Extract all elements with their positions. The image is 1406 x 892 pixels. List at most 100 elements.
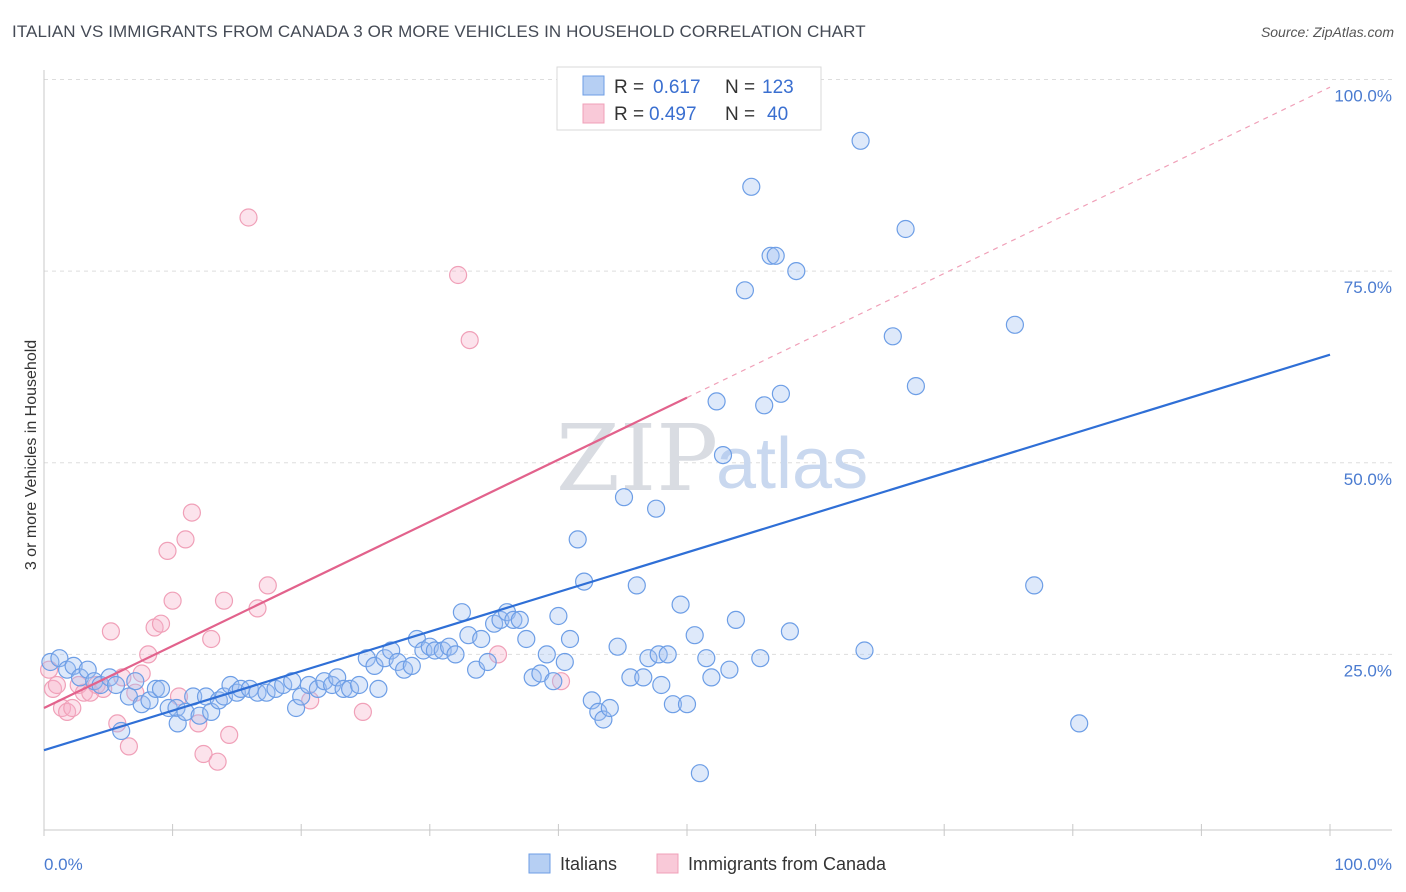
canada-point-2	[47, 675, 67, 695]
italians-point-76	[549, 606, 568, 626]
axes	[43, 70, 1392, 831]
italians-point-38	[299, 675, 318, 695]
legend-r-label-italians: R =	[614, 77, 644, 98]
canada-point-28	[208, 752, 227, 771]
x-ticks	[43, 824, 1331, 836]
canada-point-25	[189, 714, 208, 733]
italians-point-86	[614, 488, 634, 507]
italians-point-53	[402, 656, 421, 676]
chart-source: Source: ZipAtlas.com	[1260, 24, 1394, 40]
legend-n-value-italians: 123	[762, 77, 794, 98]
y-tick-labels: 25.0% 50.0% 75.0% 100.0%	[1334, 87, 1392, 681]
canada-point-36	[449, 265, 468, 285]
italians-point-110	[761, 246, 780, 265]
italians-point-104	[720, 660, 739, 679]
italians-point-3	[64, 656, 83, 676]
italians-point-4	[70, 668, 90, 687]
italians-point-108	[751, 649, 770, 668]
italians-point-120	[1005, 315, 1025, 334]
italians-point-114	[787, 262, 806, 281]
italians-point-118	[896, 219, 915, 239]
italians-point-84	[600, 698, 619, 718]
italians-point-9	[106, 675, 126, 695]
italians-point-42	[328, 668, 347, 687]
italians-point-60	[446, 645, 465, 664]
series-immigrants-from-canada	[39, 208, 571, 771]
x-tick-label-min: 0.0%	[44, 855, 83, 874]
italians-point-18	[167, 698, 186, 718]
italians-point-109	[755, 396, 774, 415]
italians-point-101	[702, 668, 721, 687]
italians-point-70	[510, 610, 529, 630]
italians-point-96	[671, 595, 690, 614]
italians-point-88	[627, 576, 646, 595]
canada-point-31	[239, 208, 258, 227]
bottom-legend-swatch-canada	[656, 853, 679, 874]
x-tick-label-max: 100.0%	[1334, 855, 1392, 874]
canada-point-33	[258, 576, 277, 595]
canada-trend-line	[43, 396, 688, 710]
italians-point-81	[582, 691, 601, 710]
italians-point-57	[425, 641, 444, 660]
italians-point-91	[646, 499, 666, 518]
chart-title: ITALIAN VS IMMIGRANTS FROM CANADA 3 OR M…	[12, 22, 866, 41]
y-tick-label-100: 100.0%	[1334, 87, 1392, 106]
italians-point-94	[658, 645, 677, 664]
grid-lines	[44, 79, 1392, 655]
italians-trend-line	[43, 353, 1331, 752]
italians-point-93	[652, 675, 671, 695]
italians-point-61	[452, 603, 471, 622]
canada-point-21	[163, 591, 182, 610]
canada-point-39	[551, 672, 571, 691]
canada-point-20	[158, 541, 177, 561]
canada-point-30	[220, 725, 239, 745]
canada-point-38	[488, 645, 508, 664]
italians-point-32	[257, 683, 276, 702]
canada-point-35	[353, 702, 372, 722]
italians-point-85	[608, 637, 627, 656]
italians-point-117	[883, 327, 902, 346]
italians-point-77	[555, 652, 574, 672]
y-axis-title: 3 or more Vehicles in Household	[23, 340, 40, 570]
legend-n-label-canada: N =	[725, 104, 755, 125]
canada-point-24	[182, 503, 201, 522]
legend-r-label-canada: R =	[614, 104, 644, 125]
italians-point-105	[726, 610, 746, 630]
italians-point-99	[690, 764, 710, 783]
italians-point-44	[341, 679, 360, 699]
y-tick-label-75: 75.0%	[1344, 278, 1392, 297]
italians-point-116	[855, 641, 874, 660]
legend-swatch-italians	[582, 75, 605, 96]
italians-point-106	[735, 281, 755, 300]
watermark-atlas: atlas	[716, 424, 868, 504]
italians-point-79	[568, 530, 587, 549]
italians-point-0	[41, 652, 60, 672]
canada-point-19	[151, 614, 171, 633]
italians-point-119	[906, 377, 926, 396]
italians-point-74	[537, 645, 556, 664]
italians-point-36	[287, 698, 306, 718]
italians-point-115	[851, 131, 870, 150]
italians-point-113	[780, 622, 800, 641]
canada-point-27	[202, 629, 221, 649]
correlation-legend: R = 0.617 N = 123 R = 0.497 N = 40	[556, 66, 822, 131]
series-italians	[41, 131, 1089, 783]
italians-point-100	[697, 649, 716, 668]
italians-point-75	[544, 672, 563, 691]
canada-point-23	[176, 530, 195, 549]
italians-point-78	[560, 629, 580, 649]
canada-point-5	[63, 698, 82, 718]
italians-point-111	[766, 246, 785, 265]
italians-point-97	[677, 695, 697, 714]
italians-point-71	[517, 629, 536, 649]
italians-point-103	[713, 446, 733, 465]
italians-point-90	[639, 649, 658, 668]
legend-r-value-canada: 0.497	[649, 104, 697, 125]
series-legend: Italians Immigrants from Canada	[528, 853, 887, 874]
y-tick-label-50: 50.0%	[1344, 470, 1392, 489]
canada-point-26	[194, 744, 213, 764]
italians-point-64	[472, 629, 491, 649]
legend-swatch-canada	[582, 103, 605, 124]
watermark: ZIP atlas	[556, 405, 868, 512]
